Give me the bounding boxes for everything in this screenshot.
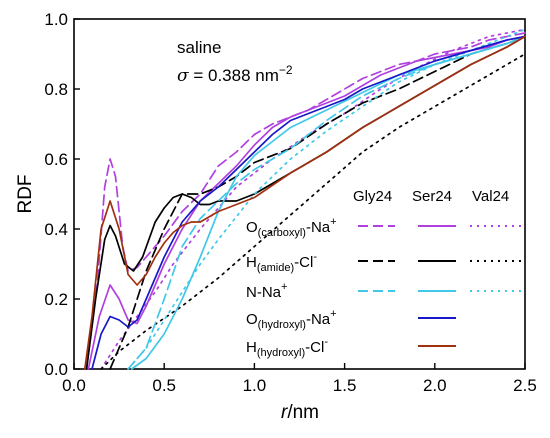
sigma-symbol: σ xyxy=(177,66,189,86)
y-tick-label: 0.2 xyxy=(44,290,68,309)
y-tick-label: 1.0 xyxy=(44,10,68,29)
legend: Gly24 Ser24 Val24 O(carboxyl)-Na+ H(amide… xyxy=(246,188,521,359)
x-tick-label: 2.0 xyxy=(423,376,447,395)
annotation-saline: saline xyxy=(177,38,221,57)
x-tick-label: 0.5 xyxy=(152,376,176,395)
legend-rows: O(carboxyl)-Na+ H(amide)-Cl- N-Na+ O(hydrox… xyxy=(246,216,521,359)
ticks-layer: 0.0 0.5 1.0 1.5 2.0 2.5 0.0 0.2 0.4 0.6 0.8 1.0 xyxy=(44,10,536,395)
y-tick-label: 0.0 xyxy=(44,360,68,379)
sigma-exponent: −2 xyxy=(279,63,293,77)
x-tick-label: 1.0 xyxy=(243,376,267,395)
x-tick-label: 2.5 xyxy=(513,376,537,395)
legend-label-row-1: H(amide)-Cl- xyxy=(246,251,317,274)
series-line-n-na--ser24 xyxy=(130,35,526,370)
x-axis-title-variable: r xyxy=(281,402,288,423)
x-tick-label: 0.0 xyxy=(62,376,86,395)
x-axis-title-unit: /nm xyxy=(287,402,319,423)
series-line-n-na--val24 xyxy=(127,28,526,370)
y-tick-label: 0.8 xyxy=(44,80,68,99)
legend-label-row-4: H(hydroxyl)-Cl- xyxy=(246,336,328,359)
series-line-h-hydroxyl-cl--ser24 xyxy=(83,35,526,370)
annotation-sigma: σ = 0.388 nm−2 xyxy=(177,63,293,86)
legend-label-row-0: O(carboxyl)-Na+ xyxy=(246,216,337,239)
legend-col-ser24: Ser24 xyxy=(412,188,452,205)
series-layer xyxy=(83,28,526,370)
series-line-o-hydroxyl-na--ser24 xyxy=(91,35,526,370)
x-axis-title: r/nm xyxy=(281,402,319,423)
legend-label-row-3: O(hydroxyl)-Na+ xyxy=(246,308,337,331)
sigma-value: = 0.388 nm xyxy=(189,66,279,85)
series-line-o-carboxyl-na--gly24 xyxy=(85,32,526,370)
series-line-h-amide-cl--val24 xyxy=(100,53,526,370)
y-tick-label: 0.4 xyxy=(44,220,68,239)
plot-frame xyxy=(73,18,526,370)
series-line-h-amide-cl--gly24 xyxy=(109,35,526,370)
legend-col-gly24: Gly24 xyxy=(353,188,392,205)
y-axis-title: RDF xyxy=(15,174,36,213)
x-tick-label: 1.5 xyxy=(333,376,357,395)
legend-label-row-2: N-Na+ xyxy=(246,281,287,301)
legend-col-val24: Val24 xyxy=(472,188,509,205)
y-tick-label: 0.6 xyxy=(44,150,68,169)
